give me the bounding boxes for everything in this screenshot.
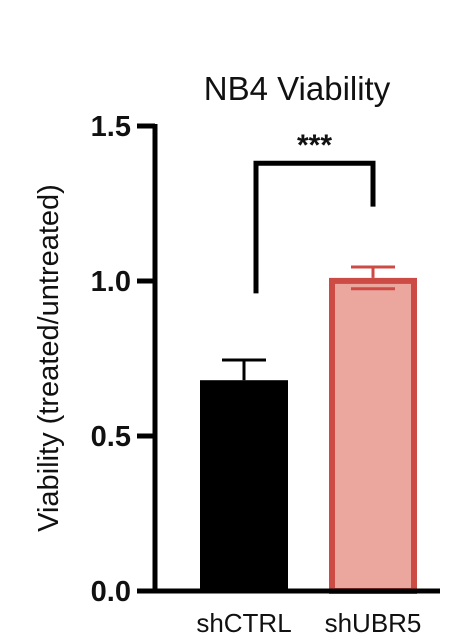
bars-group: shCTRL shUBR5 <box>196 265 422 638</box>
x-tick-label-shCTRL: shCTRL <box>196 608 291 638</box>
y-tick-label-0.5: 0.5 <box>91 421 131 453</box>
significance-bracket <box>253 160 376 294</box>
x-tick-label-shUBR5: shUBR5 <box>325 608 422 638</box>
y-tick-label-1.0: 1.0 <box>91 266 131 298</box>
significance-group: *** <box>253 129 376 294</box>
bar-shUBR5 <box>329 277 417 594</box>
significance-label: *** <box>297 129 332 162</box>
y-tick-label-0.0: 0.0 <box>91 576 131 608</box>
bar-shCTRL <box>200 380 288 591</box>
axes-group: 0.0 0.5 1.0 1.5 <box>91 111 440 608</box>
chart-title: NB4 Viability <box>204 70 391 107</box>
y-tick-label-1.5: 1.5 <box>91 111 131 143</box>
y-axis-label: Viability (treated/untreated) <box>33 184 65 532</box>
